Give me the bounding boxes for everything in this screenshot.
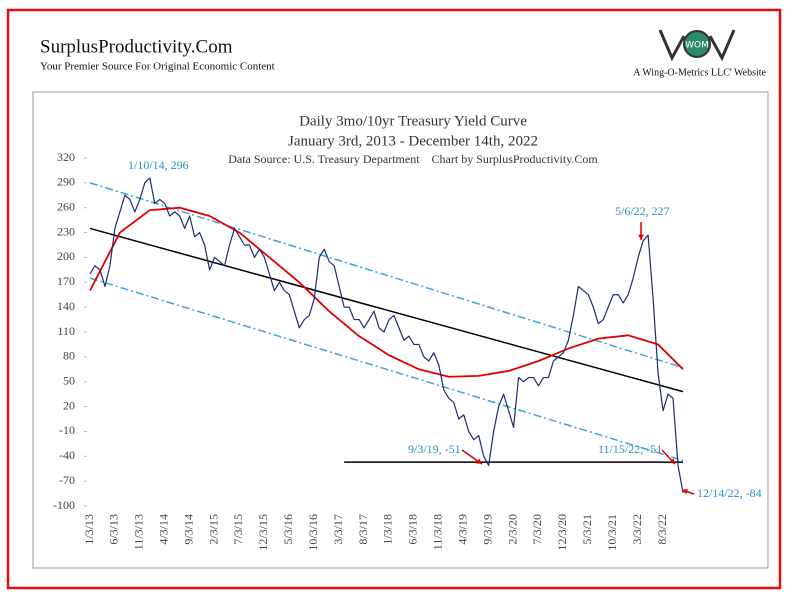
x-tick-label: 4/3/19 (455, 514, 469, 545)
arrow-head (476, 458, 482, 464)
y-tick-label: -40 (59, 448, 75, 462)
frame (6, 8, 782, 590)
annotation: 12/14/22, -84 (697, 486, 762, 500)
y-tick-label: 260 (57, 199, 75, 213)
chart-box (32, 91, 769, 569)
x-tick-label: 11/3/18 (431, 514, 445, 550)
x-tick-label: 6/3/18 (406, 514, 420, 545)
fit-line (89, 206, 684, 378)
data-line (89, 177, 684, 493)
annotation: 1/10/14, 296 (128, 158, 189, 172)
x-tick-label: 10/3/21 (605, 514, 619, 551)
credit: A Wing-O-Metrics LLC' Website (633, 67, 766, 78)
chart-source: Data Source: U.S. Treasury Department Ch… (228, 152, 598, 166)
x-tick-label: 8/3/22 (655, 514, 669, 545)
x-tick-label: 5/3/21 (580, 514, 594, 545)
x-tick-label: 3/3/22 (630, 514, 644, 545)
fit-line (89, 227, 684, 393)
x-tick-label: 12/3/20 (555, 514, 569, 551)
arrow-head (669, 458, 675, 464)
x-tick-label: 4/3/14 (156, 514, 170, 545)
x-tick-label: 10/3/16 (306, 514, 320, 551)
annotation: 11/15/22, -51 (598, 442, 662, 456)
x-tick-label: 11/3/13 (132, 514, 146, 550)
annotation: 5/6/22, 227 (615, 204, 670, 218)
x-tick-label: 5/3/16 (281, 514, 295, 545)
x-tick-label: 1/3/18 (381, 514, 395, 545)
x-tick-label: 7/3/20 (530, 514, 544, 545)
chart-title: Daily 3mo/10yr Treasury Yield Curve (299, 113, 527, 129)
y-tick-label: 140 (57, 299, 75, 313)
y-tick-label: 50 (63, 373, 75, 387)
y-tick-label: 110 (57, 324, 75, 338)
chart-subtitle: January 3rd, 2013 - December 14th, 2022 (288, 133, 538, 149)
tagline: Your Premier Source For Original Economi… (40, 61, 275, 73)
x-tick-label: 12/3/15 (256, 514, 270, 551)
arrow-head (638, 234, 644, 240)
x-tick-label: 9/3/19 (480, 514, 494, 545)
logo: WOM (658, 29, 736, 62)
y-tick-label: -100 (53, 498, 75, 512)
x-tick-label: 3/3/17 (331, 514, 345, 545)
x-tick-label: 1/3/13 (82, 514, 96, 545)
y-tick-label: 20 (63, 398, 75, 412)
logo-text: WOM (685, 41, 709, 51)
x-tick-label: 6/3/13 (107, 514, 121, 545)
site-title: SurplusProductivity.Com (40, 36, 233, 57)
x-tick-label: 2/3/15 (206, 514, 220, 545)
x-tick-label: 9/3/14 (181, 514, 195, 545)
fit-line (89, 182, 684, 369)
y-tick-label: -70 (59, 473, 75, 487)
arrow-head (682, 488, 688, 495)
x-tick-label: 2/3/20 (505, 514, 519, 545)
y-tick-label: 200 (57, 249, 75, 263)
x-tick-label: 8/3/17 (356, 514, 370, 545)
x-tick-label: 7/3/15 (231, 514, 245, 545)
y-tick-label: 290 (57, 175, 75, 189)
annotation: 9/3/19, -51 (408, 442, 461, 456)
y-tick-label: 170 (57, 274, 75, 288)
fit-line (89, 277, 684, 462)
y-tick-label: 320 (57, 150, 75, 164)
y-tick-label: 230 (57, 224, 75, 238)
y-tick-label: -10 (59, 423, 75, 437)
y-tick-label: 80 (63, 349, 75, 363)
